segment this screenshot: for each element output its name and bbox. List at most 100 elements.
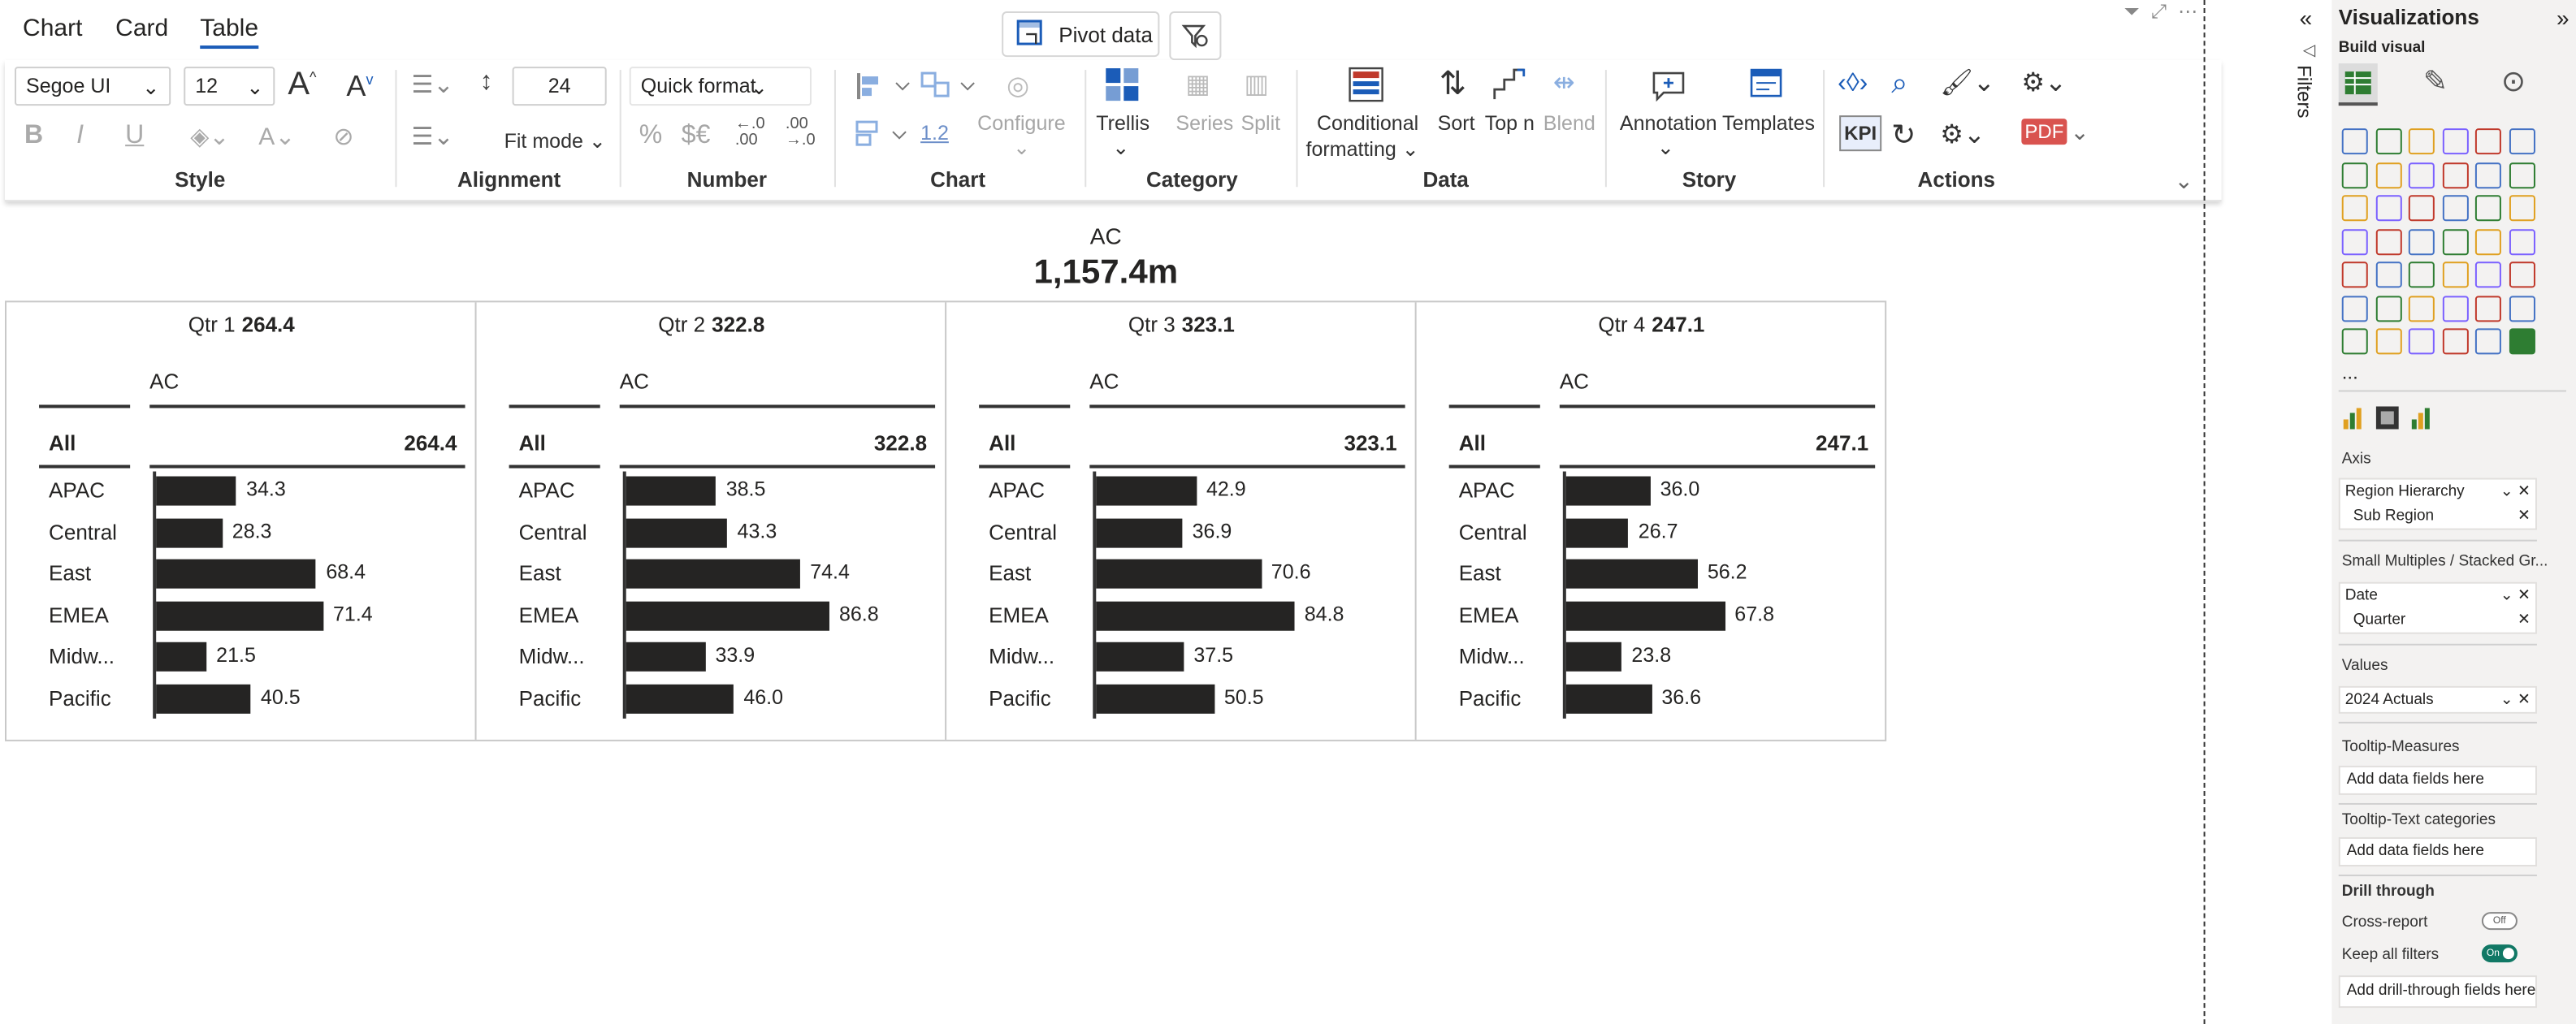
visual-type-icon[interactable] xyxy=(2408,295,2435,322)
trellis-icon[interactable] xyxy=(1104,67,1140,102)
pivot-data-button[interactable]: Pivot data xyxy=(1002,11,1160,58)
collapse-right-icon[interactable]: » xyxy=(2556,5,2570,32)
visual-type-icon[interactable] xyxy=(2341,162,2368,188)
filters-pane-collapsed[interactable]: « ◁ Filters xyxy=(2286,0,2334,1024)
row-label[interactable]: Central xyxy=(1458,519,1527,544)
increase-font-icon[interactable]: A^ xyxy=(288,67,317,103)
visual-type-icon[interactable] xyxy=(2341,195,2368,222)
decrease-decimal-button[interactable]: .00 →.0 xyxy=(785,115,816,150)
configure-icon[interactable]: ◎ xyxy=(1007,73,1030,102)
bar[interactable] xyxy=(626,560,801,590)
bar[interactable] xyxy=(156,476,237,506)
layout-icon[interactable] xyxy=(919,70,984,102)
row-label[interactable]: EMEA xyxy=(989,603,1049,628)
row-label[interactable]: EMEA xyxy=(1458,603,1519,628)
visual-type-icon[interactable] xyxy=(2408,228,2435,255)
row-label[interactable]: East xyxy=(989,561,1032,586)
percent-format-button[interactable]: % xyxy=(639,122,663,150)
axis-field-region-hierarchy[interactable]: Region Hierarchy ⌄ ✕ xyxy=(2340,480,2535,504)
visual-type-icon[interactable] xyxy=(2508,261,2535,288)
values-well[interactable]: 2024 Actuals ⌄ ✕ xyxy=(2338,685,2537,714)
visual-type-icon[interactable] xyxy=(2341,295,2368,322)
row-label[interactable]: Pacific xyxy=(989,685,1051,711)
values-field-2024-actuals[interactable]: 2024 Actuals ⌄ ✕ xyxy=(2340,688,2535,712)
drill-through-well[interactable]: Add drill-through fields here xyxy=(2338,975,2537,1009)
bar[interactable] xyxy=(156,517,223,547)
blend-icon[interactable]: ⇹ xyxy=(1552,70,1575,98)
row-label[interactable]: Midw... xyxy=(989,644,1055,669)
more-options-icon[interactable]: ⋯ xyxy=(2177,0,2198,24)
tooltip-measures-well[interactable]: Add data fields here xyxy=(2338,765,2537,795)
font-size-dropdown[interactable]: 12 ⌄ xyxy=(184,67,275,106)
visual-type-icon[interactable] xyxy=(2441,261,2468,288)
bold-icon[interactable]: B xyxy=(24,122,44,150)
visual-type-icon[interactable] xyxy=(2441,228,2468,255)
increase-decimal-button[interactable]: ←.0.00 xyxy=(734,115,765,150)
visual-type-icon[interactable] xyxy=(2508,328,2535,355)
collapse-ribbon-icon[interactable]: ⌄ xyxy=(2174,167,2194,194)
row-label[interactable]: East xyxy=(1458,561,1501,586)
search-icon[interactable]: ⌕ xyxy=(1891,67,1908,100)
format-visual-icon[interactable]: ✎ xyxy=(2422,65,2448,98)
vertical-align-icon[interactable]: ☰⌄ xyxy=(411,123,454,152)
bar[interactable] xyxy=(1565,517,1629,547)
visual-type-icon[interactable] xyxy=(2375,195,2401,222)
visual-type-icon[interactable] xyxy=(2408,162,2435,188)
hide-icon[interactable]: ⊘ xyxy=(333,123,354,152)
bar[interactable] xyxy=(1565,476,1651,506)
fill-color-icon[interactable]: ◈⌄ xyxy=(190,123,230,152)
row-label[interactable]: Pacific xyxy=(1458,685,1522,711)
bar[interactable] xyxy=(1096,684,1214,714)
settings-gear-icon[interactable]: ⚙⌄ xyxy=(1940,122,1985,150)
visual-type-icon[interactable] xyxy=(2408,261,2435,288)
small-multiples-well[interactable]: Date ⌄ ✕ Quarter ✕ xyxy=(2338,581,2537,634)
visual-type-icon[interactable] xyxy=(2474,195,2501,222)
row-label[interactable]: EMEA xyxy=(49,603,109,628)
chevron-close-icon[interactable]: ⌄ ✕ xyxy=(2500,586,2531,605)
export-settings-icon[interactable]: ⚙⌄ xyxy=(2021,70,2067,98)
visual-type-icon[interactable] xyxy=(2375,295,2401,322)
bar[interactable] xyxy=(1096,642,1184,672)
visual-type-icon[interactable] xyxy=(2474,162,2501,188)
configure-button[interactable]: Configure xyxy=(977,112,1066,136)
bar[interactable] xyxy=(1565,642,1622,672)
top-n-button[interactable]: Top n xyxy=(1484,112,1535,136)
font-family-dropdown[interactable]: Segoe UI ⌄ xyxy=(15,67,171,106)
visual-type-icon[interactable] xyxy=(2408,195,2435,222)
bar[interactable] xyxy=(156,560,317,590)
kpi-button[interactable]: KPI xyxy=(1839,115,1882,152)
row-label[interactable]: East xyxy=(518,561,561,586)
bar[interactable] xyxy=(1096,601,1295,631)
build-visual-tab[interactable] xyxy=(2338,63,2378,106)
row-label[interactable]: EMEA xyxy=(518,603,579,628)
bar[interactable] xyxy=(626,517,728,547)
chevron-close-icon[interactable]: ⌄ ✕ xyxy=(2500,690,2531,709)
italic-icon[interactable]: I xyxy=(76,122,84,150)
row-label[interactable]: APAC xyxy=(49,477,105,503)
bar[interactable] xyxy=(1096,517,1183,547)
row-label[interactable]: Central xyxy=(989,519,1058,544)
trellis-button[interactable]: Trellis xyxy=(1096,112,1150,136)
visual-type-icon[interactable] xyxy=(2474,328,2501,355)
analytics-icon[interactable]: ⊙ xyxy=(2500,65,2526,98)
code-icon[interactable]: ‹◊› xyxy=(1838,70,1868,98)
small-multiples-field-date[interactable]: Date ⌄ ✕ xyxy=(2340,584,2535,608)
visual-type-icon[interactable] xyxy=(2508,228,2535,255)
row-height-input[interactable]: 24 xyxy=(512,67,607,106)
visual-type-icon[interactable] xyxy=(2508,295,2535,322)
small-multiples-field-quarter[interactable]: Quarter ✕ xyxy=(2340,608,2535,633)
cross-report-toggle[interactable]: Off xyxy=(2481,912,2518,931)
visual-type-icon[interactable] xyxy=(2375,328,2401,355)
sort-icon[interactable]: ⇅ xyxy=(1439,67,1467,103)
conditional-formatting-icon[interactable] xyxy=(1349,67,1384,102)
custom-visual-icon-3[interactable] xyxy=(2410,406,2433,430)
refresh-icon[interactable]: ↻ xyxy=(1891,119,1916,152)
pdf-export-icon[interactable]: PDF xyxy=(2021,119,2067,145)
conditional-formatting-label-2[interactable]: formatting ⌄ xyxy=(1305,138,1419,162)
tab-table[interactable]: Table xyxy=(200,15,259,50)
bar[interactable] xyxy=(156,601,324,631)
paint-brush-icon[interactable]: 🖌︎⌄ xyxy=(1940,70,1995,98)
bar[interactable] xyxy=(1565,560,1698,590)
visual-type-icon[interactable] xyxy=(2441,128,2468,155)
chart-variant-icon[interactable] xyxy=(851,119,916,151)
